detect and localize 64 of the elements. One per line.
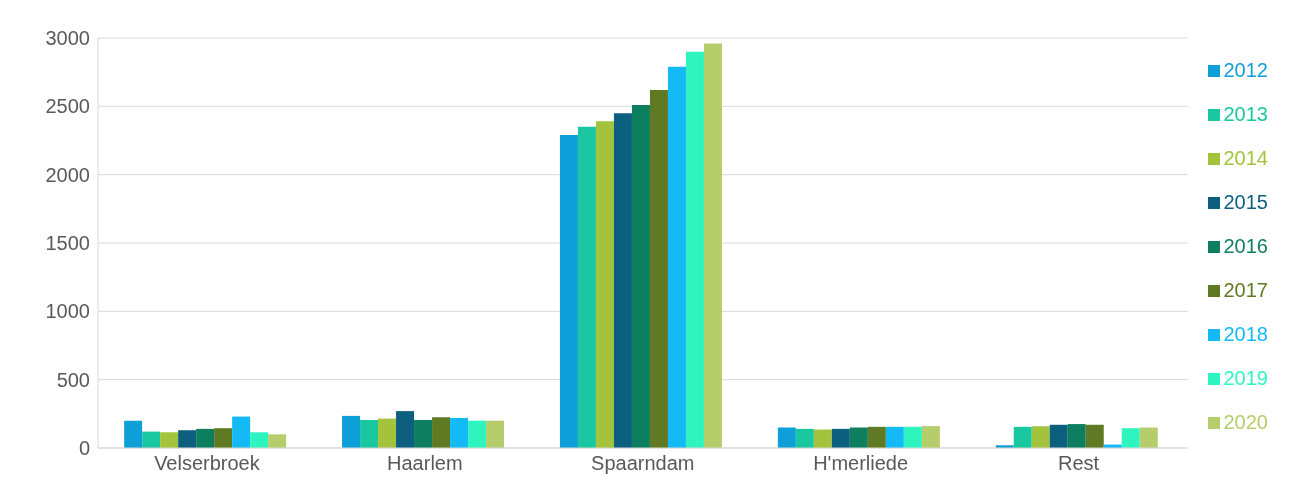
y-tick-label: 0 <box>78 437 90 460</box>
legend-label: 2013 <box>1223 102 1268 125</box>
legend-label: 2017 <box>1223 278 1268 301</box>
bar <box>232 416 251 448</box>
bar <box>268 434 287 448</box>
bar <box>1013 426 1032 448</box>
bar <box>703 43 722 448</box>
y-tick-label: 1500 <box>45 232 90 255</box>
legend-label: 2019 <box>1223 366 1268 389</box>
bar <box>613 113 632 448</box>
bar <box>214 428 233 448</box>
bar <box>1139 427 1158 448</box>
bar <box>631 104 650 448</box>
bar <box>178 430 197 448</box>
bar <box>378 418 397 448</box>
bar <box>432 417 451 448</box>
bar <box>813 429 832 448</box>
bar <box>867 426 886 448</box>
bar <box>649 89 668 448</box>
legend-label: 2015 <box>1223 190 1268 213</box>
legend-label: 2012 <box>1223 58 1268 81</box>
bar <box>196 428 215 448</box>
bar <box>577 126 596 448</box>
bar <box>1121 428 1140 448</box>
x-tick-label: Velserbroek <box>154 452 261 475</box>
bar <box>777 427 796 448</box>
legend-label: 2014 <box>1223 146 1268 169</box>
x-tick-label: Spaarndam <box>591 452 695 475</box>
bar <box>342 415 361 448</box>
bar <box>1049 424 1068 448</box>
bar <box>831 428 850 448</box>
bar <box>667 66 686 448</box>
bar <box>160 432 179 448</box>
bar <box>360 419 379 448</box>
legend-label: 2020 <box>1223 410 1268 433</box>
bar <box>903 426 922 448</box>
bar <box>468 420 487 448</box>
x-tick-label: Haarlem <box>387 452 463 475</box>
bar <box>559 135 578 448</box>
y-tick-label: 1000 <box>45 300 90 323</box>
y-tick-label: 2500 <box>45 95 90 118</box>
bar <box>685 51 704 448</box>
bar <box>1031 426 1050 448</box>
bar <box>885 426 904 448</box>
bar <box>849 427 868 448</box>
bar <box>396 411 415 448</box>
legend-label: 2016 <box>1223 234 1268 257</box>
x-tick-label: H'merliede <box>813 452 909 475</box>
bar <box>595 121 614 448</box>
y-tick-label: 3000 <box>45 27 90 50</box>
x-tick-label: Rest <box>1057 452 1100 475</box>
y-tick-label: 2000 <box>45 163 90 186</box>
bar <box>921 426 940 448</box>
bar <box>486 420 505 448</box>
bar <box>250 432 269 448</box>
bar <box>124 420 143 448</box>
y-tick-label: 500 <box>56 368 90 391</box>
legend-label: 2018 <box>1223 322 1268 345</box>
bar <box>795 428 814 448</box>
bar <box>414 419 433 448</box>
bar <box>142 431 161 448</box>
bar <box>450 417 469 448</box>
bar <box>1067 424 1086 448</box>
bar <box>1085 424 1104 448</box>
